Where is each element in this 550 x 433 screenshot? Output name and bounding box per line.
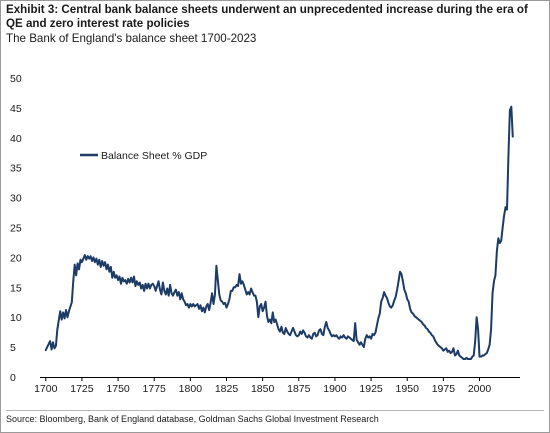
x-tick-label: 1775 [143,383,167,395]
x-tick-label: 2000 [468,383,492,395]
y-tick-label: 45 [10,103,22,115]
x-tick-label: 1950 [396,383,420,395]
chart-ticks: 1700 1725 1750 1775 1800 1825 1850 1875 1900 1925… [10,73,491,395]
y-tick-label: 40 [10,133,22,145]
chart-legend: Balance Sheet % GDP [80,150,207,162]
x-tick-label: 1850 [251,383,275,395]
chart-subtitle: The Bank of England's balance sheet 1700… [6,32,257,45]
x-tick-label: 1750 [106,383,130,395]
y-tick-label: 25 [10,223,22,235]
chart-series [44,105,514,361]
x-tick-label: 1975 [432,383,456,395]
x-tick-label: 1825 [215,383,239,395]
legend-label: Balance Sheet % GDP [101,150,207,162]
y-tick-label: 5 [10,342,16,354]
x-tick-label: 1900 [323,383,347,395]
y-tick-label: 30 [10,193,22,205]
x-tick-label: 1700 [34,383,58,395]
y-tick-label: 15 [10,282,22,294]
x-tick-label: 1800 [179,383,203,395]
y-tick-label: 35 [10,163,22,175]
y-tick-label: 10 [10,312,22,324]
x-tick-label: 1875 [287,383,311,395]
y-tick-label: 20 [10,252,22,264]
source-divider [6,410,544,411]
y-tick-label: 0 [10,372,16,384]
series-line-balance-sheet [44,105,514,361]
x-tick-label: 1925 [359,383,383,395]
x-tick-label: 1725 [70,383,94,395]
y-tick-label: 50 [10,73,22,85]
chart-title: Exhibit 3: Central bank balance sheets u… [6,3,528,30]
source-note: Source: Bloomberg, Bank of England datab… [6,414,379,424]
